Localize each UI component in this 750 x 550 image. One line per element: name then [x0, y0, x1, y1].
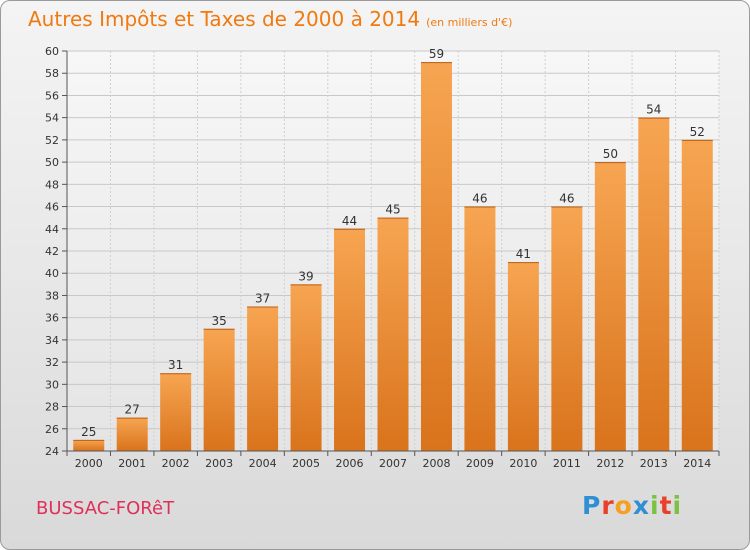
x-tick-label: 2002 — [162, 457, 190, 470]
x-tick-label: 2001 — [118, 457, 146, 470]
data-labels: 25 27 31 35 37 39 44 45 59 46 41 46 50 54 52 — [81, 47, 705, 439]
y-tick-label: 48 — [45, 178, 59, 191]
x-tick-label: 2009 — [466, 457, 494, 470]
data-label: 27 — [125, 403, 140, 417]
data-label: 52 — [690, 125, 705, 139]
data-label: 54 — [646, 103, 661, 117]
y-tick-label: 54 — [45, 112, 59, 125]
bar — [203, 328, 235, 451]
y-tick-label: 42 — [45, 245, 59, 258]
x-tick-label: 2013 — [640, 457, 668, 470]
y-tick-label: 52 — [45, 134, 59, 147]
x-tick-label: 2010 — [509, 457, 537, 470]
y-tick-label: 50 — [45, 156, 59, 169]
logo-letter: i — [650, 491, 660, 520]
logo-letter: i — [672, 491, 683, 520]
x-tick-label: 2004 — [249, 457, 277, 470]
y-tick-label: 30 — [45, 378, 59, 391]
x-tick-label: 2005 — [292, 457, 320, 470]
y-tick-label: 56 — [45, 89, 59, 102]
bar — [73, 439, 105, 451]
y-tick-label: 34 — [45, 334, 59, 347]
bar — [160, 373, 192, 451]
y-tick-label: 44 — [45, 223, 59, 236]
y-tick-label: 58 — [45, 67, 59, 80]
commune-name: BUSSAC-FORêT — [36, 498, 175, 519]
x-tick-label: 2014 — [683, 457, 711, 470]
y-tick-label: 36 — [45, 312, 59, 325]
x-tick-label: 2012 — [596, 457, 624, 470]
bar — [681, 139, 713, 451]
bar — [334, 228, 366, 451]
y-tick-label: 26 — [45, 423, 59, 436]
y-tick-label: 40 — [45, 267, 59, 280]
bar — [551, 206, 583, 451]
y-tick-label: 38 — [45, 289, 59, 302]
y-tick-label: 28 — [45, 401, 59, 414]
data-label: 50 — [603, 147, 618, 161]
x-tick-label: 2003 — [205, 457, 233, 470]
bar — [116, 417, 148, 451]
data-label: 46 — [472, 192, 487, 206]
data-label: 59 — [429, 47, 444, 61]
x-tick-label: 2006 — [336, 457, 364, 470]
y-tick-label: 24 — [45, 445, 59, 458]
bar — [247, 306, 279, 451]
bars — [73, 62, 713, 452]
data-label: 35 — [211, 314, 226, 328]
bar — [638, 117, 670, 452]
logo-letter: t — [659, 491, 673, 520]
logo-letter: r — [601, 491, 615, 520]
proxiti-logo: Proxiti — [582, 491, 682, 520]
y-tick-label: 60 — [45, 45, 59, 58]
logo-letter: x — [632, 491, 650, 520]
data-label: 31 — [168, 358, 183, 372]
data-label: 25 — [81, 425, 96, 439]
data-label: 44 — [342, 214, 357, 228]
logo-letter: P — [582, 491, 602, 520]
x-tick-label: 2008 — [422, 457, 450, 470]
x-tick-label: 2000 — [75, 457, 103, 470]
bar — [377, 217, 409, 451]
chart-subtitle: (en milliers d'€) — [426, 16, 513, 29]
axes: 24 26 28 30 32 34 36 38 40 42 44 46 48 50 52 54 56 58 60 20… — [45, 45, 720, 470]
bar — [507, 262, 539, 451]
data-label: 45 — [385, 203, 400, 217]
data-label: 37 — [255, 292, 270, 306]
y-tick-label: 32 — [45, 356, 59, 369]
chart-title: Autres Impôts et Taxes de 2000 à 2014 (en… — [28, 7, 513, 31]
x-tick-label: 2011 — [553, 457, 581, 470]
data-label: 39 — [298, 269, 313, 283]
data-label: 41 — [516, 247, 531, 261]
x-tick-label: 2007 — [379, 457, 407, 470]
data-label: 46 — [559, 192, 574, 206]
bar — [594, 162, 626, 451]
bar — [420, 62, 452, 451]
bar — [464, 206, 496, 451]
y-tick-label: 46 — [45, 201, 59, 214]
bar — [290, 284, 322, 451]
logo-letter: o — [614, 491, 633, 520]
